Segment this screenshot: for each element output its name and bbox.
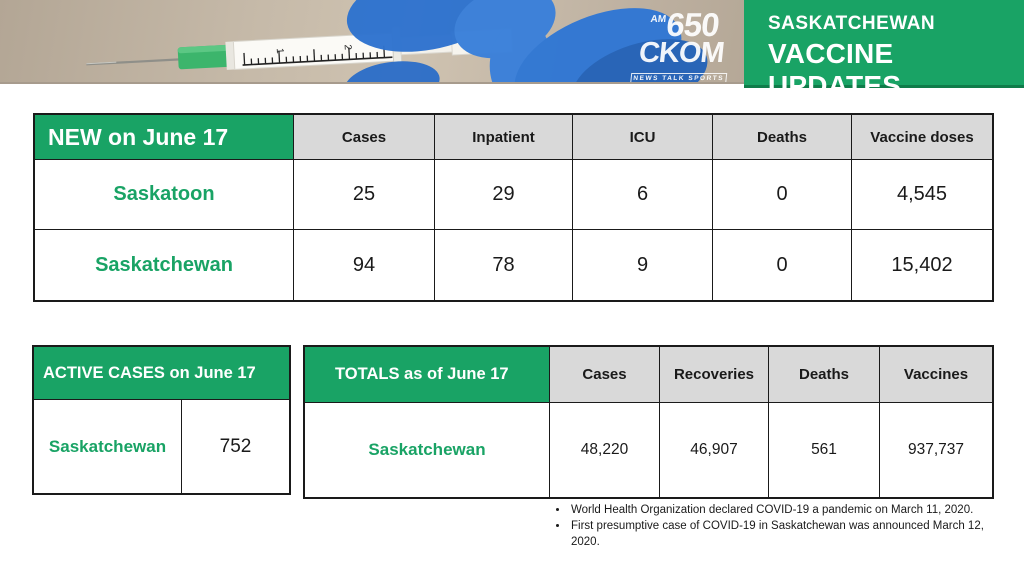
footnotes: World Health Organization declared COVID…	[556, 503, 988, 551]
totals-table-title: TOTALS as of June 17	[305, 347, 550, 403]
active-table-title: ACTIVE CASES on June 17	[34, 347, 289, 400]
ckom-logo: AM650 CKOM NEWS TALK SPORTS	[626, 6, 738, 82]
new-col-vaccine-doses: Vaccine doses	[852, 115, 992, 160]
new-saskatchewan-vaccine-doses: 15,402	[852, 230, 992, 300]
syringe-photo: 1 2 AM650	[0, 0, 744, 84]
new-saskatchewan-deaths: 0	[713, 230, 852, 300]
totals-col-recoveries: Recoveries	[660, 347, 769, 403]
new-col-deaths: Deaths	[713, 115, 852, 160]
ckom-callsign: CKOM	[637, 37, 726, 69]
ckom-am-label: AM	[649, 14, 667, 25]
totals-table: TOTALS as of June 17 Cases Recoveries De…	[303, 345, 994, 499]
new-saskatoon-cases: 25	[294, 160, 435, 230]
new-table: NEW on June 17 Cases Inpatient ICU Death…	[33, 113, 994, 302]
header: 1 2 AM650	[0, 0, 1024, 101]
active-table: ACTIVE CASES on June 17 Saskatchewan 752	[32, 345, 291, 495]
footnote-who: World Health Organization declared COVID…	[569, 503, 988, 519]
totals-saskatchewan-vaccines: 937,737	[880, 403, 992, 497]
new-table-title: NEW on June 17	[35, 115, 294, 160]
footnote-first-case: First presumptive case of COVID-19 in Sa…	[569, 519, 988, 551]
new-row-saskatoon-label: Saskatoon	[35, 160, 294, 230]
new-saskatoon-inpatient: 29	[435, 160, 573, 230]
glove	[344, 0, 708, 82]
new-saskatoon-deaths: 0	[713, 160, 852, 230]
new-col-cases: Cases	[294, 115, 435, 160]
totals-saskatchewan-cases: 48,220	[550, 403, 660, 497]
totals-col-deaths: Deaths	[769, 347, 880, 403]
new-saskatchewan-cases: 94	[294, 230, 435, 300]
active-row-saskatchewan-label: Saskatchewan	[34, 400, 182, 493]
new-saskatchewan-inpatient: 78	[435, 230, 573, 300]
totals-col-vaccines: Vaccines	[880, 347, 992, 403]
new-saskatchewan-icu: 9	[573, 230, 713, 300]
new-col-inpatient: Inpatient	[435, 115, 573, 160]
new-col-icu: ICU	[573, 115, 713, 160]
banner-title: VACCINE UPDATES	[768, 38, 902, 101]
active-saskatchewan-value: 752	[182, 400, 289, 493]
banner-region: SASKATCHEWAN	[768, 13, 936, 34]
title-banner: SASKATCHEWAN VACCINE UPDATES	[744, 0, 1024, 101]
new-row-saskatchewan-label: Saskatchewan	[35, 230, 294, 300]
svg-text:2: 2	[342, 44, 353, 51]
syringe-illustration: 1 2	[86, 0, 708, 82]
new-saskatoon-vaccine-doses: 4,545	[852, 160, 992, 230]
totals-col-cases: Cases	[550, 347, 660, 403]
totals-saskatchewan-recoveries: 46,907	[660, 403, 769, 497]
svg-text:1: 1	[274, 48, 285, 55]
totals-saskatchewan-deaths: 561	[769, 403, 880, 497]
new-saskatoon-icu: 6	[573, 160, 713, 230]
totals-row-saskatchewan-label: Saskatchewan	[305, 403, 550, 497]
ckom-tagline: NEWS TALK SPORTS	[629, 73, 728, 82]
